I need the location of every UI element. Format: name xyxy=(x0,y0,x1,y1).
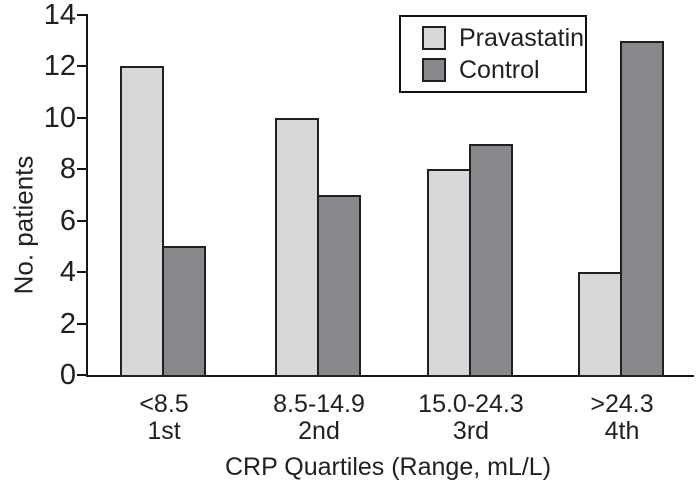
y-tick-mark xyxy=(77,219,86,222)
legend-label-control: Control xyxy=(459,55,540,84)
x-tick-label-q1: <8.5 1st xyxy=(79,391,249,445)
y-tick-label: 10 xyxy=(43,101,76,134)
legend-item-control: Control xyxy=(422,55,585,84)
y-tick-label: 12 xyxy=(43,50,76,83)
y-tick-label: 4 xyxy=(59,256,76,289)
bar-control-q3 xyxy=(469,144,513,377)
legend: Pravastatin Control xyxy=(399,15,587,93)
bar-pravastatin-q1 xyxy=(120,66,164,377)
y-axis-line xyxy=(86,14,88,377)
x-tick-label-ordinal: 4th xyxy=(604,417,640,445)
bar-control-q4 xyxy=(620,41,664,377)
x-tick-label-q4: >24.3 4th xyxy=(537,391,700,445)
x-tick-label-q3: 15.0-24.3 3rd xyxy=(386,391,556,445)
legend-item-pravastatin: Pravastatin xyxy=(422,23,585,52)
x-axis-line xyxy=(86,375,694,377)
x-tick-label-ordinal: 2nd xyxy=(298,417,340,445)
y-tick-mark xyxy=(77,374,86,376)
y-tick-label: 6 xyxy=(59,204,76,237)
y-tick-mark xyxy=(77,271,86,274)
y-tick-mark xyxy=(77,14,86,16)
bar-control-q2 xyxy=(317,195,361,377)
y-tick-label: 14 xyxy=(43,0,76,31)
x-tick-label-range: >24.3 xyxy=(590,390,654,418)
legend-swatch-control xyxy=(422,58,446,82)
x-tick-label-ordinal: 1st xyxy=(147,417,181,445)
y-tick-label: 8 xyxy=(59,153,76,186)
y-tick-label: 2 xyxy=(59,307,76,340)
y-tick-mark xyxy=(77,116,86,119)
x-tick-label-q2: 8.5-14.9 2nd xyxy=(234,391,404,445)
bar-pravastatin-q3 xyxy=(427,169,471,377)
y-tick-mark xyxy=(77,65,86,68)
x-tick-label-range: 8.5-14.9 xyxy=(273,390,365,418)
bar-control-q1 xyxy=(162,246,206,377)
bar-pravastatin-q4 xyxy=(578,272,622,377)
x-tick-label-range: <8.5 xyxy=(139,390,189,418)
y-tick-mark xyxy=(77,168,86,171)
x-axis-title: CRP Quartiles (Range, mL/L) xyxy=(224,453,552,481)
legend-label-pravastatin: Pravastatin xyxy=(459,23,585,52)
x-tick-label-range: 15.0-24.3 xyxy=(418,390,524,418)
y-tick-mark xyxy=(77,322,86,325)
x-tick-label-ordinal: 3rd xyxy=(452,417,490,445)
bar-pravastatin-q2 xyxy=(275,118,319,377)
y-tick-label: 0 xyxy=(59,359,76,391)
legend-swatch-pravastatin xyxy=(422,26,446,50)
